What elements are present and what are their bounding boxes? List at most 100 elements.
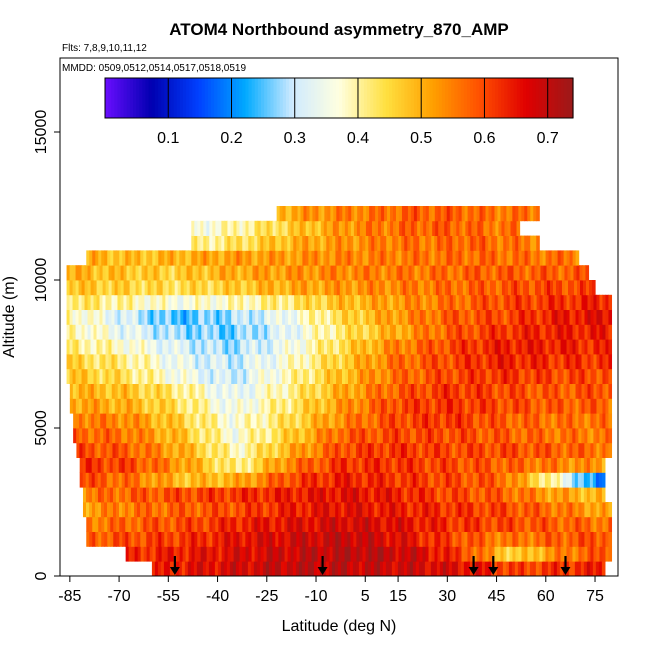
heatmap-cell <box>160 561 165 576</box>
heatmap-cell <box>178 487 183 503</box>
heatmap-cell <box>335 250 340 266</box>
colorbar-segment <box>173 78 178 118</box>
heatmap-cell <box>214 442 219 458</box>
heatmap-cell <box>352 487 357 503</box>
heatmap-cell <box>295 428 300 444</box>
heatmap-cell <box>195 368 199 384</box>
heatmap-cell <box>111 383 116 399</box>
heatmap-cell <box>183 324 187 340</box>
heatmap-cell <box>542 368 547 384</box>
heatmap-cell <box>540 280 545 296</box>
heatmap-cell <box>270 398 274 414</box>
heatmap-cell <box>315 324 319 340</box>
heatmap-cell <box>126 354 131 370</box>
colorbar-segment <box>186 78 190 118</box>
heatmap-cell <box>216 280 221 296</box>
heatmap-cell <box>153 398 158 414</box>
heatmap-cell <box>310 472 315 488</box>
heatmap-cell <box>382 428 387 444</box>
heatmap-cell <box>249 309 253 325</box>
x-tick-label: 45 <box>488 588 506 605</box>
heatmap-cell <box>150 339 154 355</box>
heatmap-cell <box>344 339 349 355</box>
heatmap-cell <box>134 516 138 532</box>
heatmap-cell <box>488 354 493 370</box>
heatmap-cell <box>365 354 370 370</box>
heatmap-cell <box>254 220 259 236</box>
heatmap-cell <box>394 428 399 444</box>
heatmap-cell <box>354 280 359 296</box>
heatmap-cell <box>425 368 430 384</box>
heatmap-cell <box>378 280 383 296</box>
heatmap-cell <box>133 472 138 488</box>
heatmap-cell <box>145 472 150 488</box>
heatmap-cell <box>440 309 445 325</box>
heatmap-cell <box>252 324 256 340</box>
heatmap-cell <box>199 442 204 458</box>
heatmap-cell <box>329 220 334 236</box>
heatmap-cell <box>286 472 291 488</box>
heatmap-cell <box>329 235 333 251</box>
heatmap-cell <box>298 487 303 503</box>
heatmap-cell <box>279 398 283 414</box>
heatmap-cell <box>385 472 390 488</box>
colorbar-segment <box>279 78 284 118</box>
heatmap-cell <box>533 502 537 518</box>
heatmap-cell <box>590 368 595 384</box>
heatmap-cell <box>407 324 412 340</box>
heatmap-cell <box>332 546 337 562</box>
heatmap-cell <box>575 383 580 399</box>
heatmap-cell <box>243 398 247 414</box>
heatmap-cell <box>242 546 247 562</box>
heatmap-cell <box>264 354 268 370</box>
heatmap-cell <box>295 457 300 473</box>
heatmap-cell <box>431 235 435 251</box>
heatmap-cell <box>199 472 204 488</box>
heatmap-cell <box>583 487 588 503</box>
heatmap-cell <box>169 442 174 458</box>
heatmap-cell <box>320 250 325 266</box>
heatmap-cell <box>495 265 500 281</box>
heatmap-cell <box>425 383 430 399</box>
heatmap-cell <box>404 235 408 251</box>
heatmap-cell <box>461 383 466 399</box>
heatmap-cell <box>258 339 262 355</box>
heatmap-cell <box>140 546 145 562</box>
heatmap-cell <box>202 428 207 444</box>
heatmap-cell <box>434 324 439 340</box>
heatmap-cell <box>608 428 613 444</box>
heatmap-cell <box>289 428 294 444</box>
heatmap-cell <box>457 561 462 576</box>
heatmap-cell <box>324 354 328 370</box>
heatmap-cell <box>278 516 282 532</box>
heatmap-cell <box>102 324 107 340</box>
heatmap-cell <box>221 250 225 266</box>
heatmap-cell <box>413 398 418 414</box>
heatmap-cell <box>313 413 318 429</box>
heatmap-cell <box>376 428 381 444</box>
colorbar-segment <box>510 78 515 118</box>
colorbar-segment <box>301 78 306 118</box>
heatmap-cell <box>272 546 277 562</box>
heatmap-cell <box>108 339 113 355</box>
heatmap-cell <box>182 531 186 547</box>
heatmap-cell <box>413 516 417 532</box>
heatmap-cell <box>569 413 573 429</box>
heatmap-cell <box>297 206 302 222</box>
dates-label: MMDD: 0509,0512,0514,0517,0518,0519 <box>62 63 246 74</box>
heatmap-cell <box>497 309 502 325</box>
heatmap-cell <box>135 339 140 355</box>
heatmap-cell <box>148 457 153 473</box>
heatmap-cell <box>173 546 178 562</box>
heatmap-cell <box>173 516 177 532</box>
heatmap-cell <box>262 472 267 488</box>
heatmap-cell <box>159 280 164 296</box>
heatmap-cell <box>368 235 372 251</box>
heatmap-cell <box>377 516 381 532</box>
heatmap-cell <box>247 457 252 473</box>
heatmap-cell <box>325 442 330 458</box>
heatmap-cell <box>482 413 486 429</box>
heatmap-cell <box>336 265 341 281</box>
colorbar-segment <box>470 78 474 118</box>
heatmap-cell <box>78 368 83 384</box>
